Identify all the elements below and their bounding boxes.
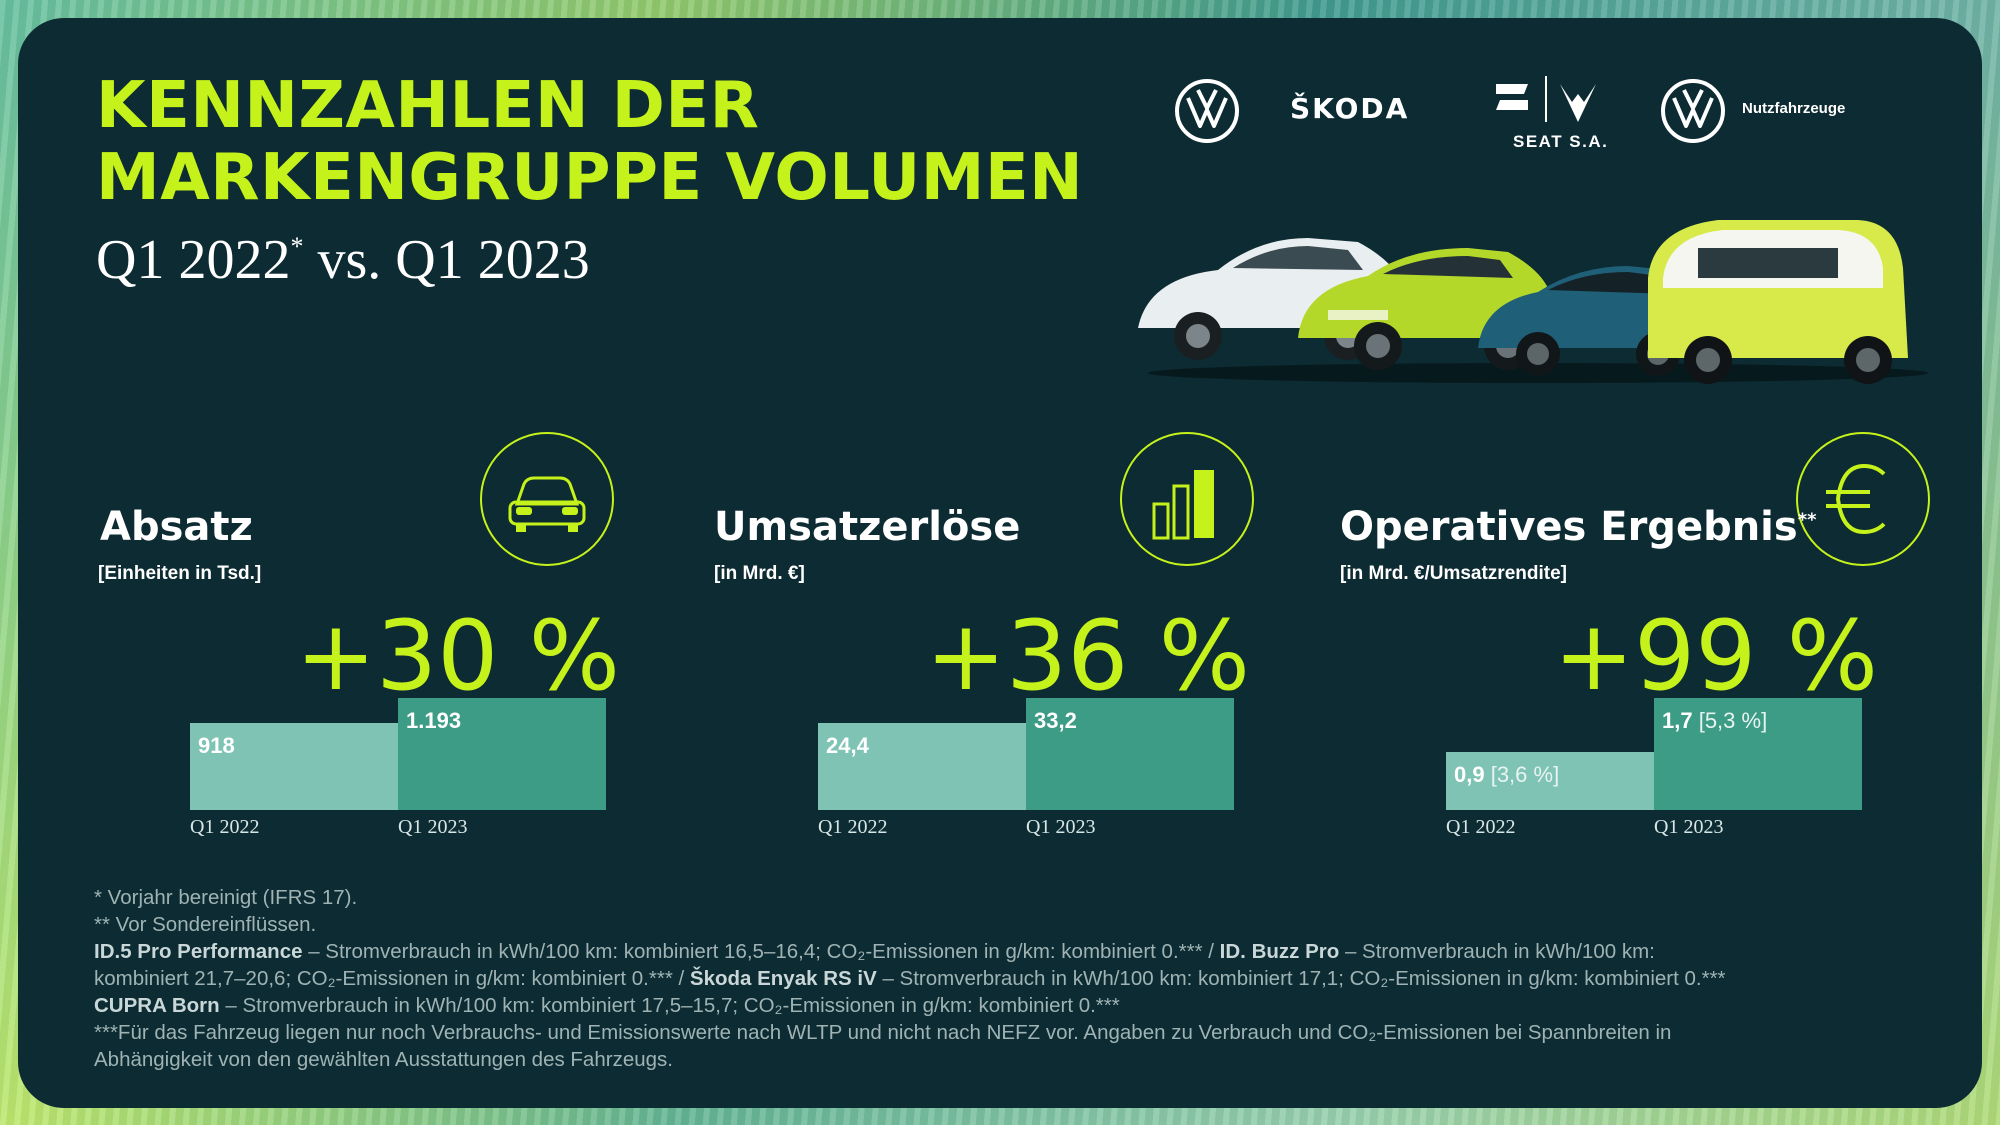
bar-value: 24,4 <box>826 733 869 758</box>
kpi-umsatz-title: Umsatzerlöse <box>714 504 1021 550</box>
vw-logo-icon <box>1175 79 1239 143</box>
bar-value-label: 1.193 <box>406 708 461 734</box>
footnote-6: ***Für das Fahrzeug liegen nur noch Verb… <box>94 1021 1672 1044</box>
bar-value: 0,9 <box>1454 762 1485 787</box>
footnote-idbuzz-text: – Stromverbrauch in kWh/100 km: <box>1339 940 1655 963</box>
kpi-ergebnis-title-text: Operatives Ergebnis <box>1340 504 1798 550</box>
kpi-absatz-unit: [Einheiten in Tsd.] <box>98 563 262 584</box>
yellow-van-icon <box>1648 220 1908 384</box>
page-title: KENNZAHLEN DER MARKENGRUPPE VOLUMEN <box>96 70 1083 214</box>
category-tick-label: Q1 2022 <box>818 816 888 838</box>
category-tick-label: Q1 2023 <box>1654 816 1724 838</box>
bar-q1-2023 <box>1654 698 1862 810</box>
euro-icon <box>1796 432 1930 566</box>
category-tick-label: Q1 2023 <box>1026 816 1096 838</box>
bar-value-label: 1,7 [5,3 %] <box>1662 708 1767 734</box>
bar-q1-2023 <box>398 698 606 810</box>
footnote-1: * Vorjahr bereinigt (IFRS 17). <box>94 886 358 909</box>
bar-value-label: 0,9 [3,6 %] <box>1454 762 1559 788</box>
cars-image <box>1138 220 1928 384</box>
footnote-cupra-text: – Stromverbrauch in kWh/100 km: kombinie… <box>219 994 1120 1017</box>
footnote-idbuzz-text-2: kombiniert 21,7–20,6; CO₂-Emissionen in … <box>94 967 690 990</box>
nfz-label: Nutzfahrzeuge <box>1742 100 1846 117</box>
footnote-id5-text: – Stromverbrauch in kWh/100 km: kombinie… <box>302 940 1220 963</box>
subtitle-footnote-mark: * <box>290 232 304 261</box>
bar-q1-2022 <box>1446 752 1654 810</box>
footnote-7: Abhängigkeit von den gewählten Ausstattu… <box>94 1048 673 1071</box>
bar-value-label: 24,4 <box>826 733 869 759</box>
footnote-cupra: CUPRA Born <box>94 994 220 1017</box>
bar-q1-2023 <box>1026 698 1234 810</box>
kpi-ergebnis-unit: [in Mrd. €/Umsatzrendite] <box>1340 563 1567 584</box>
bar-value-label: 918 <box>198 733 235 759</box>
skoda-logo: ŠKODA <box>1290 92 1410 125</box>
title-line-2: MARKENGRUPPE VOLUMEN <box>96 141 1084 215</box>
kpi-absatz-title: Absatz <box>100 504 253 550</box>
footnote-idbuzz: ID. Buzz Pro <box>1219 940 1340 963</box>
seat-label: SEAT S.A. <box>1513 132 1609 151</box>
bar-q1-2022 <box>818 723 1026 810</box>
footnote-3: ID.5 Pro Performance – Stromverbrauch in… <box>94 940 1655 964</box>
bar-margin: [3,6 %] <box>1484 762 1560 787</box>
bar-value-label: 33,2 <box>1034 708 1077 734</box>
footnote-4: kombiniert 21,7–20,6; CO₂-Emissionen in … <box>94 967 1726 991</box>
kpi-umsatz-unit: [in Mrd. €] <box>714 563 805 584</box>
seat-cupra-logo-icon <box>1496 76 1596 122</box>
kpi-umsatz-change: +36 % <box>925 600 1250 712</box>
bar-value: 1,7 <box>1662 708 1693 733</box>
footnote-5: CUPRA Born – Stromverbrauch in kWh/100 k… <box>94 994 1120 1018</box>
bar-value: 918 <box>198 733 235 758</box>
kpi-ergebnis-footnote-mark: ** <box>1797 509 1817 531</box>
car-front-icon <box>480 432 614 566</box>
bar-chart-icon <box>1120 432 1254 566</box>
footnote-id5: ID.5 Pro Performance <box>94 940 303 963</box>
footnote-2: ** Vor Sondereinflüssen. <box>94 913 317 936</box>
bar-value: 33,2 <box>1034 708 1077 733</box>
footnote-enyak: Škoda Enyak RS iV <box>689 967 877 990</box>
title-line-1: KENNZAHLEN DER <box>96 69 760 143</box>
vw-nfz-logo-icon <box>1661 79 1725 143</box>
kpi-absatz-change: +30 % <box>295 600 620 712</box>
category-tick-label: Q1 2022 <box>190 816 260 838</box>
subtitle-period-2: vs. Q1 2023 <box>303 229 590 291</box>
bar-q1-2022 <box>190 723 398 810</box>
infographic-panel: KENNZAHLEN DER MARKENGRUPPE VOLUMEN Q1 2… <box>18 18 1982 1108</box>
bar-value: 1.193 <box>406 708 462 733</box>
page-subtitle: Q1 2022* vs. Q1 2023 <box>96 228 590 292</box>
category-tick-label: Q1 2023 <box>398 816 468 838</box>
footnote-enyak-text: – Stromverbrauch in kWh/100 km: kombinie… <box>876 967 1726 990</box>
bar-margin: [5,3 %] <box>1692 708 1768 733</box>
kpi-ergebnis-title: Operatives Ergebnis** <box>1340 504 1817 550</box>
category-tick-label: Q1 2022 <box>1446 816 1516 838</box>
kpi-ergebnis-change: +99 % <box>1553 600 1878 712</box>
subtitle-period-1: Q1 2022 <box>96 229 291 291</box>
